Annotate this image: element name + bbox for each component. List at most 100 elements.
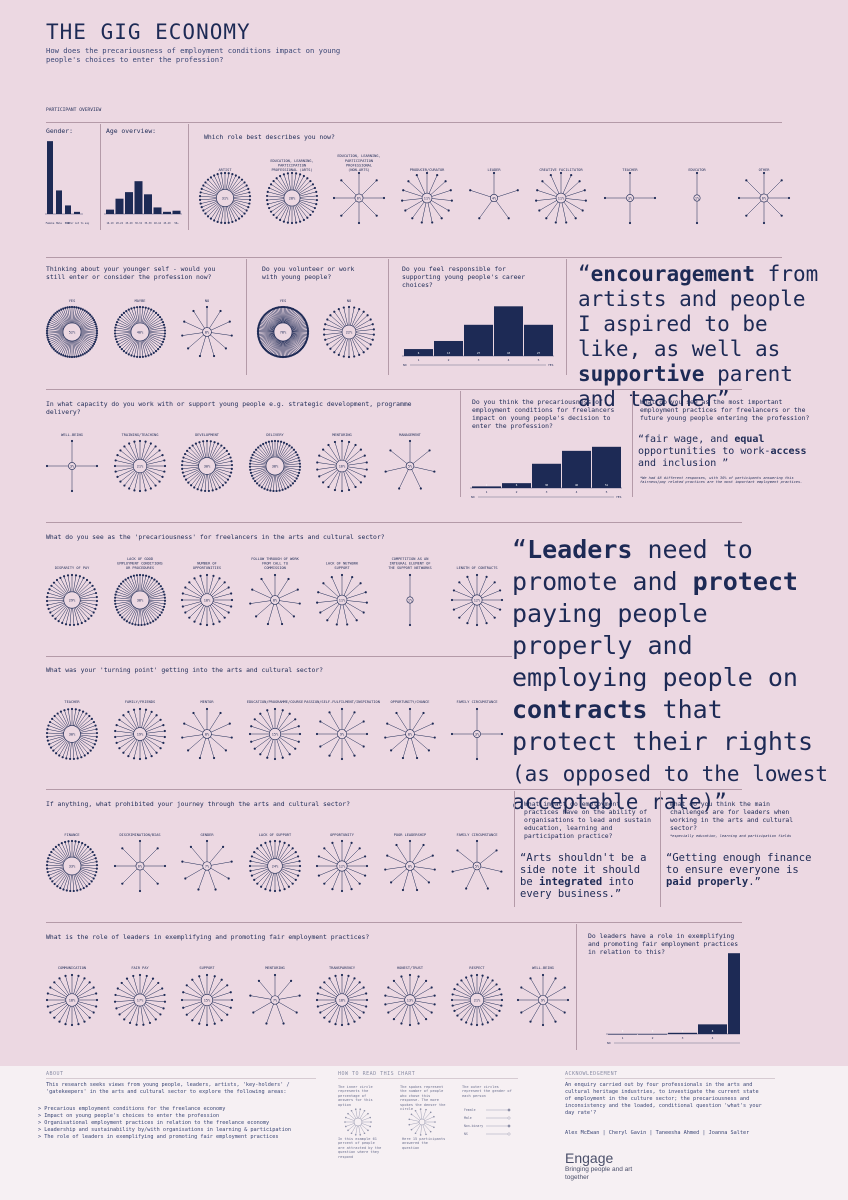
spoke-dot xyxy=(541,973,545,977)
radial-chart: 21% RESPECT xyxy=(450,966,504,1027)
spoke-dot xyxy=(329,314,332,317)
spoke-dot xyxy=(115,1007,118,1010)
spoke-dot xyxy=(183,722,186,725)
spoke-dot xyxy=(285,442,288,446)
spoke-dot xyxy=(64,354,67,358)
spoke-dot xyxy=(369,318,372,321)
quote-text: (as opposed to the lowest acceptable rat… xyxy=(512,762,829,814)
leaders-have-role-chart: 01021384675NOYES xyxy=(606,953,740,1045)
legend-label: Male xyxy=(464,1116,472,1120)
spoke-dot xyxy=(486,976,489,979)
spoke-dot xyxy=(392,1018,396,1021)
quote-emphasis: equal xyxy=(734,434,765,445)
spoke-dot xyxy=(83,754,86,757)
spoke-dot xyxy=(88,1016,91,1019)
spoke-dot xyxy=(451,993,454,996)
spoke-dot xyxy=(144,355,147,358)
spoke-dot xyxy=(366,314,369,317)
spoke-dot xyxy=(384,736,387,739)
spoke-dot xyxy=(56,351,59,354)
spoke-dot xyxy=(163,596,166,599)
spoke-dot xyxy=(76,757,79,760)
spoke-dot xyxy=(371,338,374,341)
howto-dot xyxy=(367,1129,369,1132)
spoke-dot xyxy=(120,616,124,619)
spoke-dot xyxy=(433,1003,436,1006)
spoke-dot xyxy=(73,306,76,309)
spoke-dot xyxy=(54,752,58,755)
spoke-dot xyxy=(53,714,56,718)
tick-label: 4 xyxy=(712,1036,714,1040)
spoke-dot xyxy=(64,1023,67,1026)
footer xyxy=(0,1066,848,1200)
spoke-dot xyxy=(433,470,436,473)
spoke-dot xyxy=(286,221,289,224)
radial-value-label: 11% xyxy=(558,196,565,200)
spoke-dot xyxy=(780,214,783,217)
spoke-dot xyxy=(250,740,253,743)
radial-category-label: OPPORTUNITY xyxy=(330,833,355,837)
spoke-dot xyxy=(95,739,98,742)
spoke-dot xyxy=(146,622,149,625)
spoke-dot xyxy=(420,221,423,224)
spoke-dot xyxy=(95,603,98,607)
spoke-dot xyxy=(316,1005,319,1008)
divider xyxy=(46,389,742,390)
spoke-dot xyxy=(265,1022,268,1025)
spoke-dot xyxy=(500,598,504,602)
spoke-dot xyxy=(332,196,336,200)
spoke-dot xyxy=(245,184,248,187)
bar xyxy=(524,324,553,356)
spoke-dot xyxy=(259,444,262,447)
spoke-dot xyxy=(268,186,271,190)
spoke-dot xyxy=(433,994,436,997)
radial-center xyxy=(421,192,433,204)
spoke-dot xyxy=(206,178,210,181)
radial-category-label: PARTICIPATION xyxy=(345,159,373,163)
spoke-dot xyxy=(47,724,50,727)
divider xyxy=(246,259,247,375)
spoke-dot xyxy=(248,864,252,868)
spoke-dot xyxy=(273,889,277,893)
spoke-dot xyxy=(95,992,98,995)
quote-emphasis: paid properly xyxy=(666,876,749,888)
radial-category-label: COMPETITION AS AN xyxy=(392,557,429,561)
spoke-dot xyxy=(56,885,59,888)
spoke-dot xyxy=(296,453,299,456)
spoke-dot xyxy=(114,338,118,341)
spoke-dot xyxy=(211,489,214,492)
spoke-dot xyxy=(218,486,221,489)
spoke-dot xyxy=(493,581,496,584)
spoke-dot xyxy=(281,709,284,712)
axis-label-no: NO xyxy=(607,1041,611,1045)
spoke-dot xyxy=(228,320,231,323)
bar xyxy=(74,211,80,214)
spoke-dot xyxy=(375,214,378,217)
spoke-dot xyxy=(193,620,196,623)
howto-dot xyxy=(369,1125,372,1128)
spoke-dot xyxy=(150,710,153,713)
spoke-dot xyxy=(58,1020,61,1023)
spoke-dot xyxy=(204,181,207,184)
spoke-dot xyxy=(182,1006,185,1009)
spoke-dot xyxy=(159,585,162,588)
spoke-dot xyxy=(358,981,361,984)
spoke-dot xyxy=(218,577,221,580)
quote-emphasis: protect xyxy=(692,567,798,596)
spoke-dot xyxy=(294,878,297,881)
about-list-item: > The role of leaders in exemplifying an… xyxy=(38,1134,279,1140)
acknowledgement-text: An enquiry carried out by four professio… xyxy=(565,1082,762,1116)
spoke-dot xyxy=(127,308,130,311)
spoke-dot xyxy=(466,621,469,625)
bar-value-label: 30 xyxy=(545,483,549,487)
quote-text: “Getting enough finance to ensure everyo… xyxy=(666,852,812,876)
spoke-dot xyxy=(162,1007,165,1010)
spoke-dot xyxy=(243,212,246,215)
radial-category-label: NUMBER OF xyxy=(197,561,216,565)
spoke-dot xyxy=(408,573,412,577)
age-label: Age overview: xyxy=(106,127,157,135)
spoke-dot xyxy=(47,607,50,610)
spoke-dot xyxy=(422,843,425,847)
spoke-dot xyxy=(269,183,273,186)
spoke-dot xyxy=(450,732,454,736)
